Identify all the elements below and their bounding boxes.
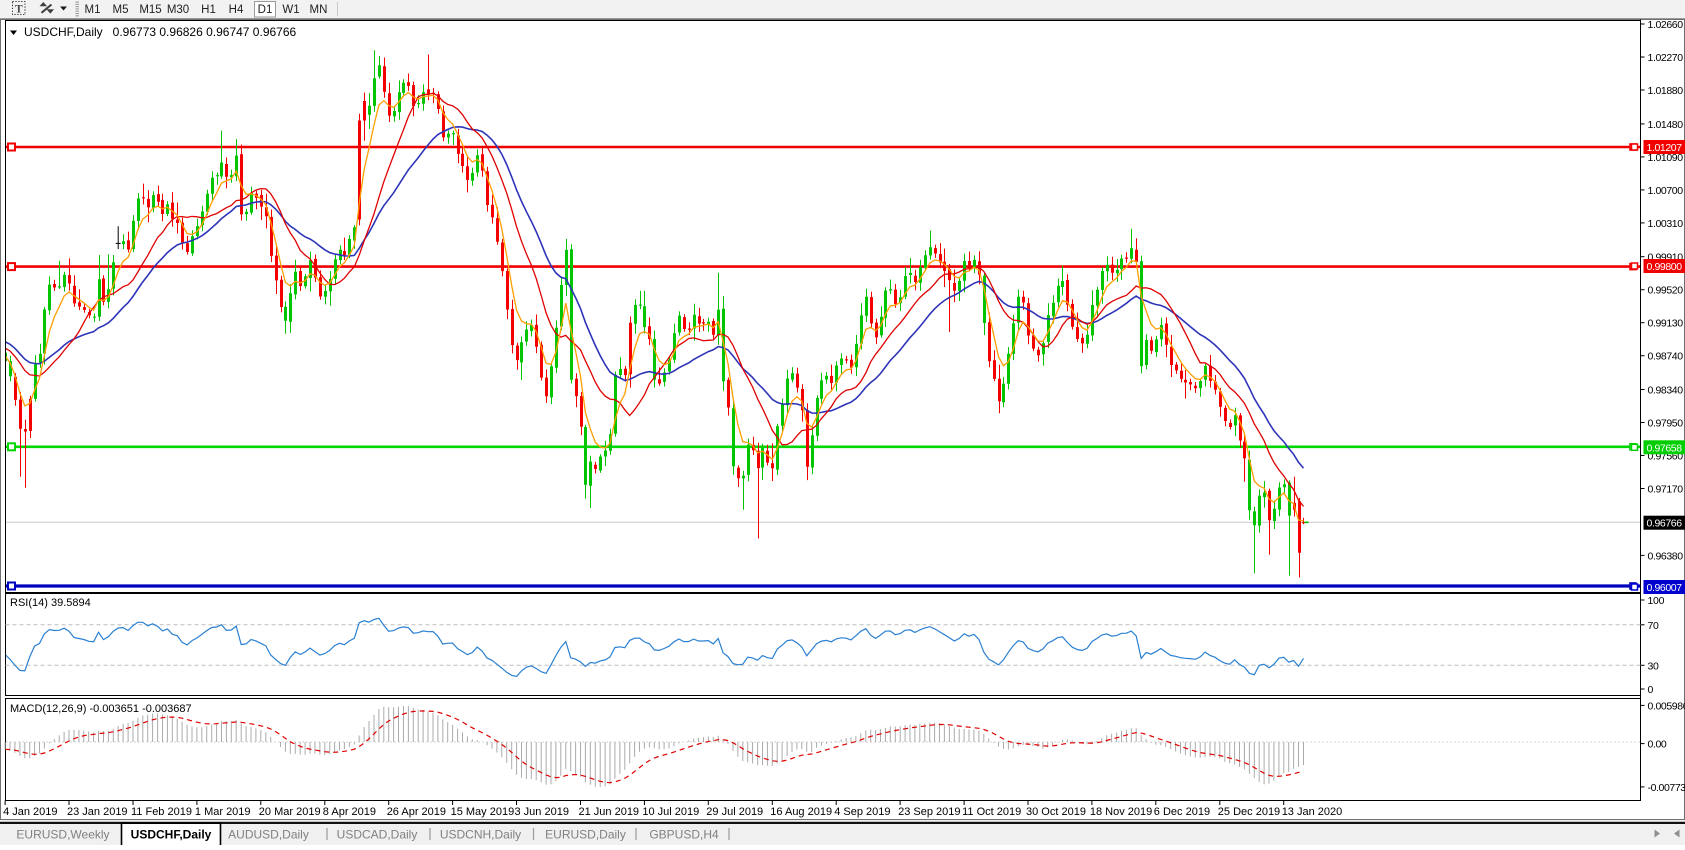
svg-text:0.99520: 0.99520 [1648,285,1684,297]
svg-text:T: T [15,4,23,16]
svg-text:H1: H1 [201,4,216,16]
svg-text:0.98740: 0.98740 [1648,351,1684,363]
svg-text:20 Mar 2019: 20 Mar 2019 [259,806,321,818]
svg-text:MACD(12,26,9) -0.003651 -0.003: MACD(12,26,9) -0.003651 -0.003687 [10,703,192,715]
svg-text:30: 30 [1648,660,1660,672]
svg-text:3 Jun 2019: 3 Jun 2019 [515,806,569,818]
svg-text:USDCNH,Daily: USDCNH,Daily [440,828,521,842]
svg-text:USDCAD,Daily: USDCAD,Daily [337,828,418,842]
svg-text:15 May 2019: 15 May 2019 [451,806,515,818]
svg-text:M15: M15 [139,4,161,16]
svg-text:0.97950: 0.97950 [1648,418,1684,430]
svg-text:29 Jul 2019: 29 Jul 2019 [706,806,763,818]
svg-text:18 Nov 2019: 18 Nov 2019 [1090,806,1152,818]
svg-text:13 Jan 2020: 13 Jan 2020 [1282,806,1343,818]
svg-text:70: 70 [1648,620,1660,632]
svg-text:0.99800: 0.99800 [1647,261,1683,273]
svg-text:M30: M30 [167,4,189,16]
svg-text:1.02270: 1.02270 [1648,52,1684,64]
svg-text:1.01880: 1.01880 [1648,85,1684,97]
svg-text:USDCHF,Daily: USDCHF,Daily [131,828,212,842]
svg-text:D1: D1 [258,4,273,16]
svg-text:M1: M1 [85,4,101,16]
svg-text:11 Feb 2019: 11 Feb 2019 [131,806,192,818]
svg-text:1.02660: 1.02660 [1648,19,1684,31]
svg-text:0.96766: 0.96766 [1647,518,1683,530]
svg-text:0.00: 0.00 [1648,739,1667,751]
svg-text:M5: M5 [113,4,129,16]
svg-text:16 Aug 2019: 16 Aug 2019 [770,806,832,818]
svg-text:6 Dec 2019: 6 Dec 2019 [1154,806,1210,818]
svg-text:0.96380: 0.96380 [1648,550,1684,562]
svg-text:AUDUSD,Daily: AUDUSD,Daily [228,828,309,842]
svg-text:10 Jul 2019: 10 Jul 2019 [642,806,699,818]
svg-text:4 Jan 2019: 4 Jan 2019 [3,806,57,818]
svg-text:-0.007737: -0.007737 [1648,782,1685,794]
svg-text:W1: W1 [282,4,299,16]
svg-text:MN: MN [310,4,328,16]
svg-text:USDCHF,Daily 0.96773 0.96826: USDCHF,Daily 0.96773 0.96826 0.96747 0.9… [24,25,297,39]
svg-text:H4: H4 [229,4,244,16]
svg-text:0.97658: 0.97658 [1647,442,1683,454]
svg-text:0.98340: 0.98340 [1648,385,1684,397]
svg-text:0.97170: 0.97170 [1648,484,1684,496]
svg-text:0: 0 [1648,684,1654,696]
svg-text:26 Apr 2019: 26 Apr 2019 [387,806,446,818]
svg-text:EURUSD,Weekly: EURUSD,Weekly [16,828,109,842]
svg-text:25 Dec 2019: 25 Dec 2019 [1218,806,1280,818]
svg-text:1.01207: 1.01207 [1647,142,1683,154]
svg-text:1.01480: 1.01480 [1648,119,1684,131]
svg-text:4 Sep 2019: 4 Sep 2019 [834,806,890,818]
svg-text:1.00700: 1.00700 [1648,185,1684,197]
svg-text:RSI(14) 39.5894: RSI(14) 39.5894 [10,597,91,609]
svg-text:23 Sep 2019: 23 Sep 2019 [898,806,960,818]
svg-text:GBPUSD,H4: GBPUSD,H4 [649,828,719,842]
svg-text:1 Mar 2019: 1 Mar 2019 [195,806,251,818]
svg-text:30 Oct 2019: 30 Oct 2019 [1026,806,1086,818]
svg-text:23 Jan 2019: 23 Jan 2019 [67,806,128,818]
svg-text:100: 100 [1648,595,1665,607]
svg-text:8 Apr 2019: 8 Apr 2019 [323,806,376,818]
svg-text:0.96007: 0.96007 [1647,582,1683,594]
svg-text:11 Oct 2019: 11 Oct 2019 [962,806,1021,818]
svg-text:21 Jun 2019: 21 Jun 2019 [579,806,640,818]
svg-text:EURUSD,Daily: EURUSD,Daily [545,828,626,842]
svg-text:0.99130: 0.99130 [1648,318,1684,330]
svg-text:1.00310: 1.00310 [1648,218,1684,230]
svg-text:0.005986: 0.005986 [1648,700,1685,712]
